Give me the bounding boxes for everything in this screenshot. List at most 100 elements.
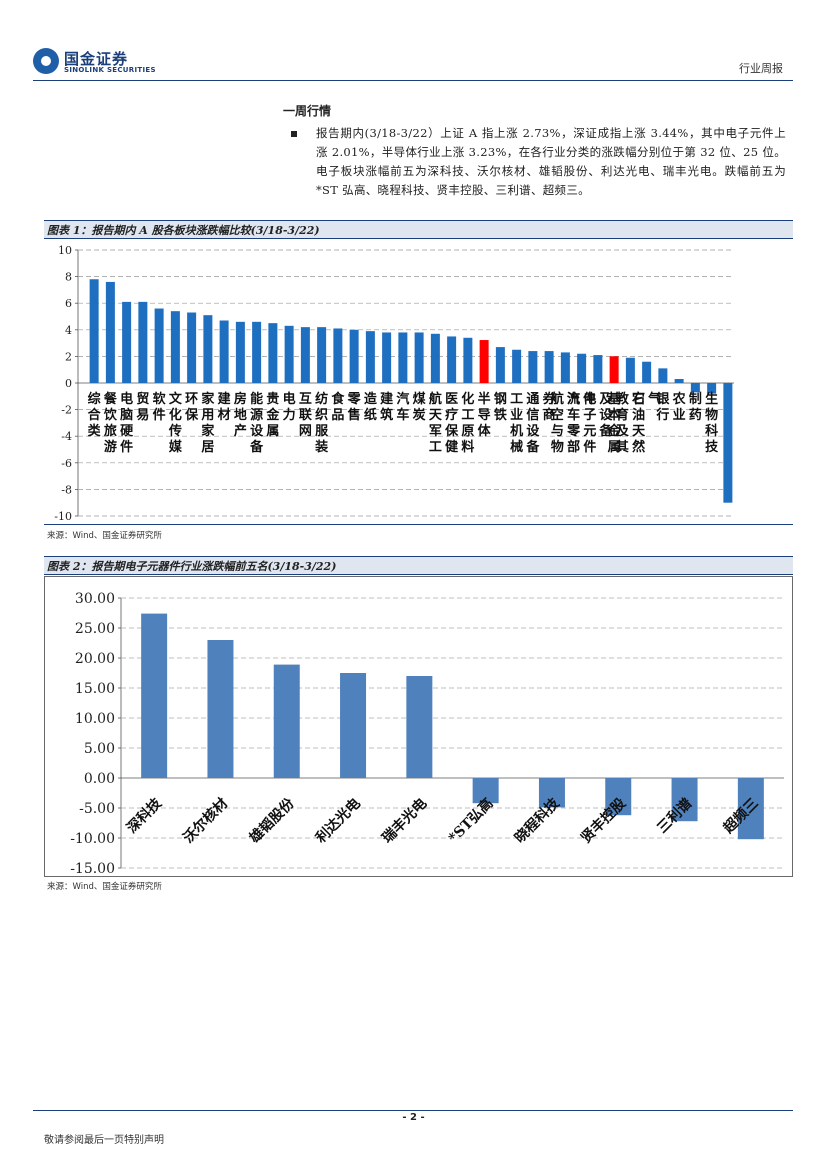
bar-16	[333, 328, 343, 383]
header-divider	[33, 80, 793, 81]
bar-39	[707, 383, 717, 394]
category-label: 家用家居	[200, 391, 215, 455]
category-label: 贤丰控股	[577, 794, 629, 846]
category-label: 基本金属	[607, 391, 622, 455]
category-label: 互联网	[299, 392, 312, 439]
category-label: 贵金属	[265, 391, 280, 439]
category-label: 航空与物	[551, 391, 564, 455]
bar-37	[674, 379, 684, 383]
bar-6	[170, 311, 180, 383]
category-label: 航天军工	[429, 391, 443, 455]
bar-三利谱	[671, 778, 698, 822]
y-tick-label: 5.00	[84, 741, 115, 757]
y-tick-label: 0	[65, 377, 72, 390]
category-label: 及设备	[598, 392, 613, 439]
figure1-caption: 图表 1：报告期内 A 股各板块涨跌幅比较(3/18-3/22)	[44, 220, 793, 239]
bar-10	[235, 321, 245, 383]
bar-33	[609, 356, 619, 383]
category-label: 农业	[672, 391, 686, 423]
bar-贤丰控股	[605, 778, 632, 816]
category-label: 瑞丰光电	[379, 795, 431, 847]
bar-*ST弘高	[472, 778, 499, 804]
bullet-icon	[291, 131, 297, 137]
bar-1	[89, 279, 99, 383]
y-tick-label: -6	[61, 457, 72, 470]
figure1-bottom-rule	[44, 524, 793, 525]
category-label: 餐饮旅游	[103, 391, 118, 455]
category-label: 钢铁	[493, 391, 507, 423]
category-label: 流	[567, 391, 580, 407]
category-label: 制药	[689, 391, 702, 423]
logo-text-en: SINOLINK SECURITIES	[64, 66, 156, 74]
bar-2	[105, 281, 115, 383]
weekly-summary-paragraph: 报告期内(3/18-3/22）上证 A 指上涨 2.73%，深证成指上涨 3.4…	[316, 126, 786, 197]
y-tick-label: -10	[54, 510, 72, 523]
y-tick-label: 10	[58, 244, 72, 257]
bar-18	[365, 331, 375, 383]
category-label: 通信设备	[525, 391, 540, 455]
footer-disclaimer: 敬请参阅最后一页特别声明	[44, 1135, 164, 1146]
category-label: 晓程科技	[511, 794, 563, 846]
figure2-chart: 30.00 25.00 20.00 15.00 10.00 5.00 0.00 -5.00 -1…	[44, 576, 793, 877]
bar-24	[463, 337, 473, 383]
y-tick-label: -8	[61, 483, 72, 496]
category-label: 石油天然	[631, 392, 646, 455]
y-tick-label: 15.00	[75, 681, 115, 697]
category-label: 煤炭	[413, 391, 426, 423]
bar-21	[414, 332, 424, 383]
bar-15	[317, 327, 327, 383]
category-label: *ST弘高	[445, 795, 497, 847]
bar-20	[398, 332, 408, 383]
footer-divider	[33, 1110, 793, 1111]
category-label: 深科技	[123, 794, 165, 836]
bar-8	[203, 315, 213, 383]
category-label: 银行	[655, 391, 670, 423]
category-label: 贸易	[136, 391, 149, 423]
category-label: 教育及其	[615, 391, 630, 455]
page-number: - 2 -	[402, 1112, 425, 1123]
y-tick-label: -15.00	[70, 861, 115, 877]
figure1-source: 来源：Wind、国金证券研究所	[47, 531, 162, 541]
bar-雄韬股份	[273, 664, 300, 778]
bar-38	[690, 383, 700, 393]
bar-29	[544, 351, 554, 383]
bar-利达光电	[340, 673, 367, 778]
category-label: 利达光电	[312, 795, 364, 847]
bar-5	[154, 308, 164, 383]
y-tick-label: 2	[65, 350, 72, 363]
bar-36	[658, 368, 668, 383]
category-label: 医疗保健	[444, 392, 459, 455]
y-tick-label: 10.00	[75, 711, 115, 727]
bar-17	[349, 329, 359, 383]
report-type: 行业周报	[739, 62, 783, 75]
category-label: 造纸	[364, 391, 378, 423]
category-label: 雄韬股份	[245, 794, 298, 847]
figure2-source: 来源：Wind、国金证券研究所	[47, 882, 162, 892]
bar-瑞丰光电	[406, 676, 433, 778]
bar-11	[252, 321, 262, 383]
category-label: 综合类	[88, 391, 102, 439]
category-label: 纺织服装	[314, 391, 329, 455]
category-label: 房地产	[234, 391, 247, 439]
y-tick-label: -2	[61, 404, 72, 417]
category-label: 电力	[283, 391, 296, 423]
category-label: 文化传媒	[168, 391, 183, 455]
figure1-chart: 10 8 6 4 2 0 -2 -4 -6 -8 -10 综合类餐饮旅游电脑硬件贸易软件文化传媒环保…	[54, 244, 734, 523]
y-tick-label: 25.00	[75, 621, 115, 637]
bar-超频三	[737, 778, 764, 840]
category-label: 电子元件	[583, 391, 596, 455]
bar-27	[512, 349, 522, 383]
bar-34	[625, 357, 635, 383]
bar-23	[447, 336, 457, 383]
y-tick-label: -5.00	[79, 801, 115, 817]
y-tick-label: 20.00	[75, 651, 115, 667]
bar-深科技	[141, 613, 168, 778]
category-label: 沃尔核材	[180, 795, 232, 847]
bar-19	[382, 332, 392, 383]
category-label: 建筑	[380, 391, 393, 423]
category-label: 环保	[184, 392, 199, 423]
category-label: 券商	[542, 391, 557, 423]
bar-28	[528, 351, 538, 383]
bar-31	[577, 353, 587, 383]
category-label: 化工原料	[461, 391, 474, 455]
